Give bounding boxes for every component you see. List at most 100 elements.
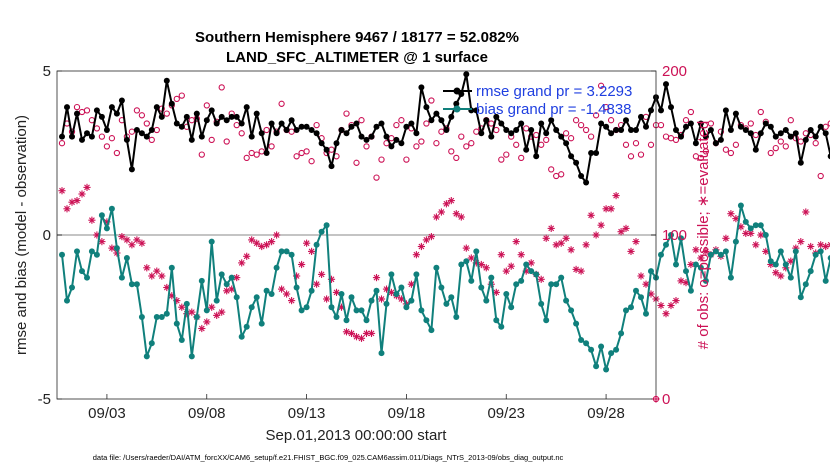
rmse-marker (64, 104, 70, 111)
possible-obs-marker (363, 143, 370, 150)
bias-marker (163, 310, 170, 317)
evaluated-obs-marker (372, 274, 381, 282)
rmse-marker (543, 130, 550, 137)
bias-marker (168, 264, 175, 271)
bias-marker (343, 317, 350, 324)
possible-obs-marker (592, 112, 600, 119)
evaluated-obs-marker (467, 254, 475, 262)
rmse-marker (113, 110, 120, 117)
bias-marker (328, 304, 335, 311)
rmse-marker (692, 140, 699, 147)
evaluated-obs-marker (777, 272, 785, 280)
possible-obs-marker (548, 166, 555, 173)
evaluated-obs-marker (158, 272, 166, 280)
rmse-marker (613, 127, 620, 133)
rmse-marker (707, 127, 714, 133)
x-tick-label: 09/08 (188, 405, 226, 422)
rmse-marker (398, 140, 405, 147)
evaluated-obs-marker (143, 264, 151, 272)
rmse-marker (393, 136, 400, 143)
bias-marker (548, 281, 555, 288)
rmse-marker (333, 140, 340, 147)
bias-marker (463, 258, 470, 265)
possible-obs-marker (308, 158, 315, 165)
bias-marker (712, 248, 719, 255)
bias-marker (543, 317, 550, 324)
evaluated-obs-marker (772, 269, 780, 277)
rmse-marker (283, 127, 290, 133)
bias-marker (717, 251, 724, 258)
rmse-marker (108, 104, 115, 111)
evaluated-obs-marker (667, 301, 675, 310)
rmse-marker (158, 113, 165, 120)
evaluated-obs-marker (263, 241, 271, 249)
evaluated-obs-marker (552, 241, 560, 249)
bias-marker (138, 314, 145, 320)
bias-marker (603, 366, 610, 373)
evaluated-obs-marker (642, 280, 650, 288)
bias-marker (443, 300, 450, 307)
evaluated-obs-marker (88, 216, 96, 224)
possible-obs-marker (697, 154, 705, 162)
rmse-marker (243, 104, 250, 111)
bias-marker (558, 274, 565, 281)
rmse-marker (523, 146, 530, 153)
evaluated-obs-marker (68, 198, 76, 206)
bias-marker (278, 248, 285, 255)
possible-obs-marker (582, 126, 590, 134)
evaluated-obs-marker (537, 275, 545, 283)
bias-marker (683, 268, 689, 275)
possible-obs-marker (687, 108, 695, 116)
bias-marker (822, 277, 829, 284)
evaluated-obs-marker (58, 187, 66, 195)
possible-obs-marker (223, 138, 230, 145)
rmse-marker (378, 120, 385, 127)
rmse-marker (248, 133, 255, 140)
bias-marker (158, 314, 165, 320)
rmse-marker (363, 136, 370, 143)
evaluated-obs-marker (542, 234, 550, 242)
evaluated-obs-marker (512, 238, 520, 246)
possible-obs-marker (138, 112, 146, 119)
rmse-marker (213, 120, 220, 127)
right-axis-zero-marker (652, 395, 660, 403)
possible-obs-marker (208, 136, 215, 144)
possible-obs-marker (777, 138, 784, 145)
bias-marker (623, 307, 629, 314)
rmse-marker (643, 123, 649, 130)
evaluated-obs-marker (672, 297, 680, 305)
rmse-marker (558, 133, 565, 140)
bias-marker (433, 264, 440, 271)
possible-obs-marker (752, 131, 759, 139)
rmse-marker (84, 130, 90, 137)
possible-obs-marker (198, 151, 205, 158)
bias-marker (213, 297, 220, 304)
bias-marker (493, 317, 500, 324)
bias-marker (373, 287, 380, 294)
possible-obs-marker (822, 123, 829, 130)
y-right-tick-label: 100 (662, 227, 687, 244)
rmse-marker (727, 127, 734, 133)
rmse-marker (742, 127, 749, 133)
rmse-marker (338, 127, 345, 133)
evaluated-obs-marker (497, 251, 505, 259)
bias-marker (468, 277, 475, 284)
chart-subtitle: LAND_SFC_ALTIMETER @ 1 surface (226, 49, 488, 66)
evaluated-obs-marker (597, 221, 605, 229)
rmse-marker (792, 130, 799, 137)
rmse-marker (563, 140, 570, 147)
rmse-marker (358, 133, 365, 140)
evaluated-obs-marker (442, 200, 450, 208)
evaluated-obs-marker (807, 242, 815, 251)
legend-rmse-marker (453, 87, 461, 95)
evaluated-obs-marker (587, 211, 595, 219)
rmse-marker (413, 130, 420, 137)
evaluated-obs-marker (462, 244, 470, 252)
rmse-marker (388, 143, 395, 150)
bias-marker (313, 241, 320, 248)
bias-marker (568, 307, 575, 314)
possible-obs-marker (278, 100, 285, 107)
rmse-marker (143, 133, 150, 140)
evaluated-obs-marker (128, 241, 136, 249)
legend: rmse grand pr = 3.2293 bias grand pr = -… (443, 83, 632, 118)
